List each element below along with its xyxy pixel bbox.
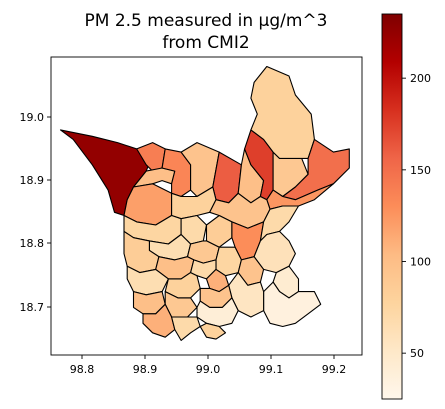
district-region: [171, 316, 201, 341]
y-tick-label: 19.0: [20, 111, 45, 124]
y-tick-label: 18.7: [20, 301, 45, 314]
x-tick-label: 99.0: [196, 363, 221, 376]
x-tick-label: 98.9: [133, 363, 158, 376]
x-axis: 98.8 98.9 99.0 99.1 99.2: [70, 355, 347, 376]
district-region: [196, 297, 239, 328]
y-tick-label: 18.9: [20, 174, 45, 187]
district-regions: [59, 65, 350, 341]
colorbar-tick-label: 150: [410, 164, 431, 177]
colorbar-tick-label: 100: [410, 256, 431, 269]
colorbar: [381, 13, 403, 400]
district-region: [250, 65, 315, 159]
map-title-line1: PM 2.5 measured in µg/m^3: [85, 11, 328, 31]
x-tick-label: 99.2: [322, 363, 347, 376]
colorbar-ticks: 50 100 150 200: [402, 72, 431, 360]
x-tick-label: 98.8: [70, 363, 95, 376]
district-region: [199, 322, 227, 340]
y-tick-label: 18.8: [20, 237, 45, 250]
x-tick-label: 99.1: [259, 363, 284, 376]
map-axes-border: [50, 56, 363, 356]
colorbar-tick-label: 50: [410, 347, 424, 360]
colorbar-tick-label: 200: [410, 72, 431, 85]
map-title-line2: from CMI2: [162, 33, 249, 53]
y-axis: 19.0 18.9 18.8 18.7: [20, 111, 51, 314]
